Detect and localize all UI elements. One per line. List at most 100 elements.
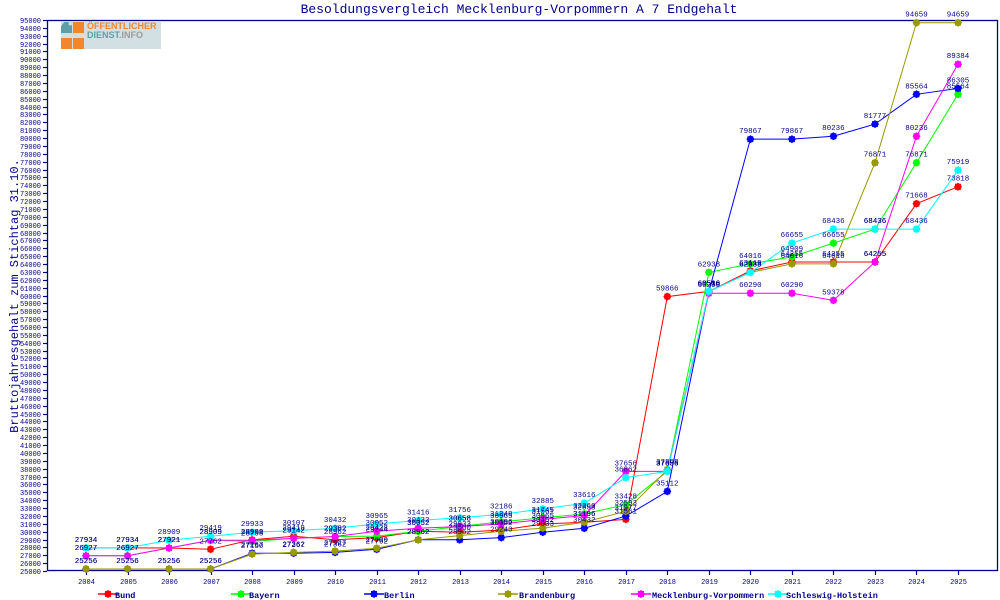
svg-text:25256: 25256 (116, 558, 139, 566)
svg-text:32593: 32593 (615, 500, 638, 508)
svg-text:30052: 30052 (365, 520, 388, 528)
svg-text:28909: 28909 (158, 529, 181, 537)
svg-text:82000: 82000 (20, 120, 41, 128)
svg-text:87000: 87000 (20, 81, 41, 89)
svg-text:27000: 27000 (20, 553, 41, 561)
svg-text:60290: 60290 (781, 282, 804, 290)
svg-text:89000: 89000 (20, 65, 41, 73)
svg-text:81000: 81000 (20, 128, 41, 136)
svg-text:30452: 30452 (532, 517, 555, 525)
svg-text:90000: 90000 (20, 57, 41, 65)
svg-text:66655: 66655 (822, 232, 845, 240)
svg-text:30107: 30107 (282, 520, 305, 528)
svg-text:27362: 27362 (282, 541, 305, 549)
svg-text:Bund: Bund (115, 591, 135, 600)
svg-text:83000: 83000 (20, 112, 41, 120)
svg-text:92000: 92000 (20, 42, 41, 50)
svg-text:26000: 26000 (20, 561, 41, 569)
svg-text:32885: 32885 (532, 498, 555, 506)
svg-text:62938: 62938 (698, 261, 721, 269)
svg-text:38000: 38000 (20, 467, 41, 475)
svg-text:68436: 68436 (905, 218, 928, 226)
svg-text:64016: 64016 (822, 253, 845, 261)
svg-text:2024: 2024 (908, 579, 925, 587)
svg-text:26927: 26927 (75, 545, 98, 553)
svg-text:40000: 40000 (20, 451, 41, 459)
svg-text:29142: 29142 (282, 527, 305, 535)
svg-text:30052: 30052 (490, 520, 513, 528)
svg-text:2012: 2012 (410, 579, 427, 587)
svg-text:36862: 36862 (615, 467, 638, 475)
svg-text:25000: 25000 (20, 569, 41, 577)
svg-text:79867: 79867 (739, 128, 762, 136)
svg-text:26927: 26927 (116, 545, 139, 553)
svg-text:37656: 37656 (656, 460, 679, 468)
svg-text:80236: 80236 (905, 125, 928, 133)
svg-text:27762: 27762 (199, 538, 222, 546)
svg-text:28962: 28962 (407, 529, 430, 537)
svg-text:2010: 2010 (327, 579, 344, 587)
svg-text:39000: 39000 (20, 459, 41, 467)
svg-text:2007: 2007 (203, 579, 220, 587)
svg-text:95000: 95000 (20, 18, 41, 26)
svg-text:30000: 30000 (20, 530, 41, 538)
svg-text:2004: 2004 (78, 579, 95, 587)
svg-text:2023: 2023 (867, 579, 884, 587)
svg-text:62938: 62938 (739, 261, 762, 269)
svg-text:29382: 29382 (324, 526, 347, 534)
svg-text:32053: 32053 (573, 505, 596, 513)
svg-text:2021: 2021 (784, 579, 801, 587)
svg-text:27934: 27934 (116, 537, 139, 545)
svg-text:64016: 64016 (781, 253, 804, 261)
svg-text:2025: 2025 (950, 579, 967, 587)
svg-text:60290: 60290 (739, 282, 762, 290)
svg-text:27527: 27527 (324, 540, 347, 548)
svg-text:81777: 81777 (864, 113, 887, 121)
svg-text:2022: 2022 (825, 579, 842, 587)
svg-text:76871: 76871 (905, 152, 928, 160)
svg-text:25256: 25256 (199, 558, 222, 566)
svg-text:94000: 94000 (20, 26, 41, 34)
svg-text:66655: 66655 (781, 232, 804, 240)
svg-text:35000: 35000 (20, 490, 41, 498)
svg-text:2014: 2014 (493, 579, 510, 587)
svg-text:34000: 34000 (20, 498, 41, 506)
svg-text:76871: 76871 (864, 152, 887, 160)
svg-text:2011: 2011 (369, 579, 386, 587)
svg-text:33616: 33616 (573, 492, 596, 500)
svg-text:2019: 2019 (701, 579, 718, 587)
svg-text:84000: 84000 (20, 105, 41, 113)
svg-text:31416: 31416 (407, 510, 430, 518)
svg-text:60516: 60516 (698, 280, 721, 288)
svg-text:27150: 27150 (241, 543, 264, 551)
svg-text:2013: 2013 (452, 579, 469, 587)
svg-text:Brandenburg: Brandenburg (519, 591, 575, 600)
svg-text:33000: 33000 (20, 506, 41, 514)
svg-text:31756: 31756 (448, 507, 471, 515)
svg-text:2017: 2017 (618, 579, 635, 587)
svg-text:29419: 29419 (199, 525, 222, 533)
svg-text:31561: 31561 (532, 508, 555, 516)
svg-text:73818: 73818 (947, 176, 970, 184)
svg-text:86000: 86000 (20, 89, 41, 97)
svg-text:2008: 2008 (244, 579, 261, 587)
svg-text:29500: 29500 (448, 525, 471, 533)
svg-text:28000: 28000 (20, 545, 41, 553)
svg-text:80000: 80000 (20, 136, 41, 144)
svg-text:64016: 64016 (739, 253, 762, 261)
svg-text:30658: 30658 (448, 516, 471, 524)
svg-text:30965: 30965 (365, 513, 388, 521)
svg-text:85000: 85000 (20, 97, 41, 105)
svg-text:85564: 85564 (905, 83, 928, 91)
svg-text:2015: 2015 (535, 579, 552, 587)
svg-text:59866: 59866 (656, 286, 679, 294)
svg-text:30965: 30965 (490, 513, 513, 521)
svg-text:75919: 75919 (947, 159, 970, 167)
svg-text:80236: 80236 (822, 125, 845, 133)
svg-text:89384: 89384 (947, 53, 970, 61)
svg-text:79867: 79867 (781, 128, 804, 136)
svg-text:27900: 27900 (365, 537, 388, 545)
svg-text:Bayern: Bayern (249, 591, 280, 600)
svg-text:29000: 29000 (20, 538, 41, 546)
svg-text:Mecklenburg-Vorpommern: Mecklenburg-Vorpommern (652, 591, 764, 600)
